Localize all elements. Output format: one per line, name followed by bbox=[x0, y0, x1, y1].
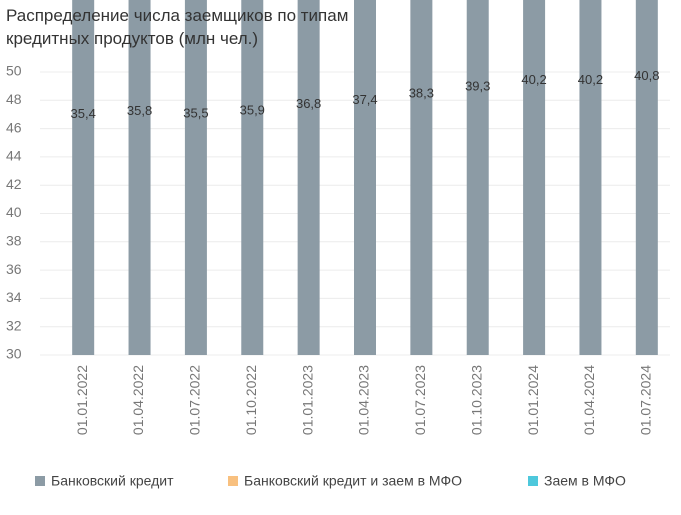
x-tick-label: 01.07.2023 bbox=[412, 365, 428, 435]
y-tick-label: 30 bbox=[6, 346, 22, 362]
bar-segment bbox=[184, 0, 207, 356]
y-tick-label: 32 bbox=[6, 317, 22, 333]
x-tick-label: 01.10.2022 bbox=[243, 365, 259, 435]
legend-label: Заем в МФО bbox=[544, 473, 626, 489]
y-tick-label: 40 bbox=[6, 204, 22, 220]
value-label: 35,8 bbox=[127, 103, 152, 118]
chart-title: Распределение числа заемщиков по типам к… bbox=[6, 6, 349, 48]
y-tick-label: 34 bbox=[6, 289, 22, 305]
x-tick-label: 01.07.2022 bbox=[187, 365, 203, 435]
y-tick-label: 50 bbox=[6, 63, 22, 79]
x-tick-label: 01.04.2024 bbox=[581, 365, 597, 435]
bar-segment bbox=[523, 0, 546, 356]
y-tick-label: 42 bbox=[6, 176, 22, 192]
legend-label: Банковский кредит bbox=[51, 473, 174, 489]
x-tick-label: 01.07.2024 bbox=[638, 365, 654, 435]
bar-segment bbox=[635, 0, 658, 355]
bar-segment bbox=[466, 0, 489, 355]
y-tick-label: 44 bbox=[6, 148, 22, 164]
x-tick-label: 01.01.2024 bbox=[525, 365, 541, 435]
x-tick-label: 01.04.2023 bbox=[356, 365, 372, 435]
x-tick-label: 01.01.2023 bbox=[299, 365, 315, 435]
x-tick-label: 01.10.2023 bbox=[468, 365, 484, 435]
bar-segment bbox=[410, 0, 433, 355]
y-tick-label: 48 bbox=[6, 91, 22, 107]
value-label: 40,2 bbox=[578, 72, 603, 87]
value-label: 35,5 bbox=[183, 105, 208, 120]
x-tick-label: 01.04.2022 bbox=[130, 365, 146, 435]
bar-segment bbox=[297, 0, 320, 355]
legend-swatch bbox=[528, 476, 538, 486]
value-label: 35,4 bbox=[71, 106, 96, 121]
y-tick-label: 36 bbox=[6, 261, 22, 277]
bar-segment bbox=[354, 0, 376, 356]
bar-segment bbox=[241, 0, 264, 355]
value-label: 40,8 bbox=[634, 68, 659, 83]
legend-swatch bbox=[35, 476, 45, 486]
value-label: 39,3 bbox=[465, 78, 490, 93]
value-label: 37,4 bbox=[352, 92, 377, 107]
y-tick-label: 46 bbox=[6, 119, 22, 135]
value-label: 35,9 bbox=[240, 102, 265, 117]
bar-segment bbox=[579, 0, 602, 356]
bar-segment bbox=[128, 0, 151, 355]
value-label: 40,2 bbox=[521, 72, 546, 87]
legend-label: Банковский кредит и заем в МФО bbox=[244, 473, 462, 489]
value-label: 36,8 bbox=[296, 96, 321, 111]
legend-swatch bbox=[228, 476, 238, 486]
bar-segment bbox=[72, 0, 95, 355]
y-tick-label: 38 bbox=[6, 233, 22, 249]
value-label: 38,3 bbox=[409, 85, 434, 100]
x-tick-label: 01.01.2022 bbox=[74, 365, 90, 435]
